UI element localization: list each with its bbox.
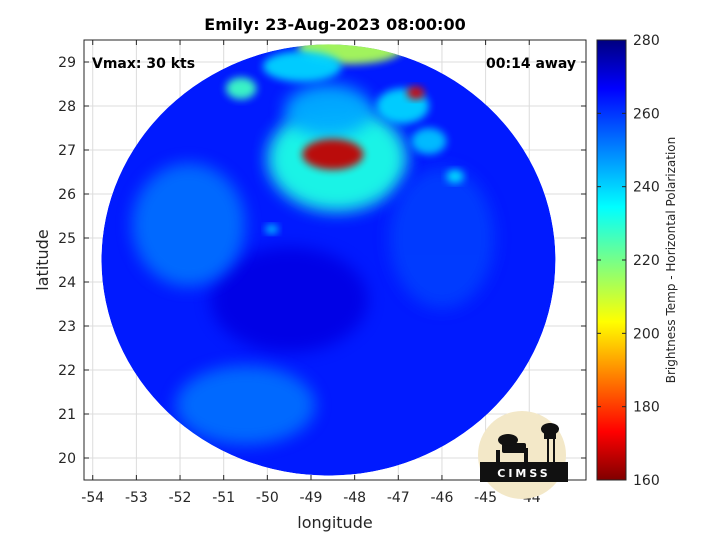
x-tick-label: -47 [387,490,410,506]
x-axis-label: longitude [297,513,372,532]
cimss-logo: CIMSS [478,411,568,499]
y-tick-label: 24 [58,275,76,291]
axis-ticks: -54-53-52-51-50-49-48-47-46-45-442021222… [58,40,586,506]
colorbar-tick-label: 240 [633,180,660,196]
y-tick-label: 25 [58,231,76,247]
y-tick-label: 26 [58,187,76,203]
cimss-logo-text: CIMSS [497,467,550,480]
colorbar-tick-label: 160 [633,473,660,489]
x-tick-label: -50 [256,490,279,506]
time-offset-annotation: 00:14 away [486,56,576,72]
x-tick-label: -51 [212,490,235,506]
brightness-feature [175,365,316,445]
colorbar-ticks: 160 180 200 220 240 260 280 [597,33,660,489]
colorbar-label: Brightness Temp - Horizontal Polarizatio… [664,137,678,384]
y-tick-label: 22 [58,363,76,379]
colorbar-tick-label: 280 [633,33,660,49]
brightness-feature [407,86,425,100]
y-tick-label: 20 [58,451,76,467]
colorbar-tick-label: 200 [633,326,660,342]
brightness-feature [446,169,464,183]
x-tick-label: -45 [474,490,497,506]
y-tick-label: 28 [58,99,76,115]
brightness-feature [210,246,368,353]
colorbar-tick-label: 220 [633,253,660,269]
chart-title: Emily: 23-Aug-2023 08:00:00 [204,15,465,34]
brightness-feature [225,77,257,100]
brightness-features [132,44,495,445]
axes-frame [83,39,587,481]
x-tick-label: -54 [81,490,104,506]
colorbar-tick-label: 180 [633,400,660,416]
brightness-feature [284,84,373,137]
x-tick-label: -46 [431,490,454,506]
y-tick-label: 21 [58,407,76,423]
vmax-annotation: Vmax: 30 kts [92,56,195,72]
brightness-feature [265,224,279,234]
colorbar [596,39,627,481]
colorbar-tick-label: 260 [633,106,660,122]
brightness-feature [411,128,447,155]
x-tick-label: -49 [300,490,323,506]
x-tick-label: -48 [343,490,366,506]
brightness-feature [302,139,364,170]
brightness-feature [262,51,342,82]
brightness-feature [389,167,495,309]
y-tick-label: 23 [58,319,76,335]
brightness-feature [132,163,246,287]
y-tick-label: 27 [58,143,76,159]
x-tick-label: -53 [125,490,148,506]
y-axis-label: latitude [33,229,52,290]
y-tick-label: 29 [58,55,76,71]
x-tick-label: -52 [169,490,192,506]
